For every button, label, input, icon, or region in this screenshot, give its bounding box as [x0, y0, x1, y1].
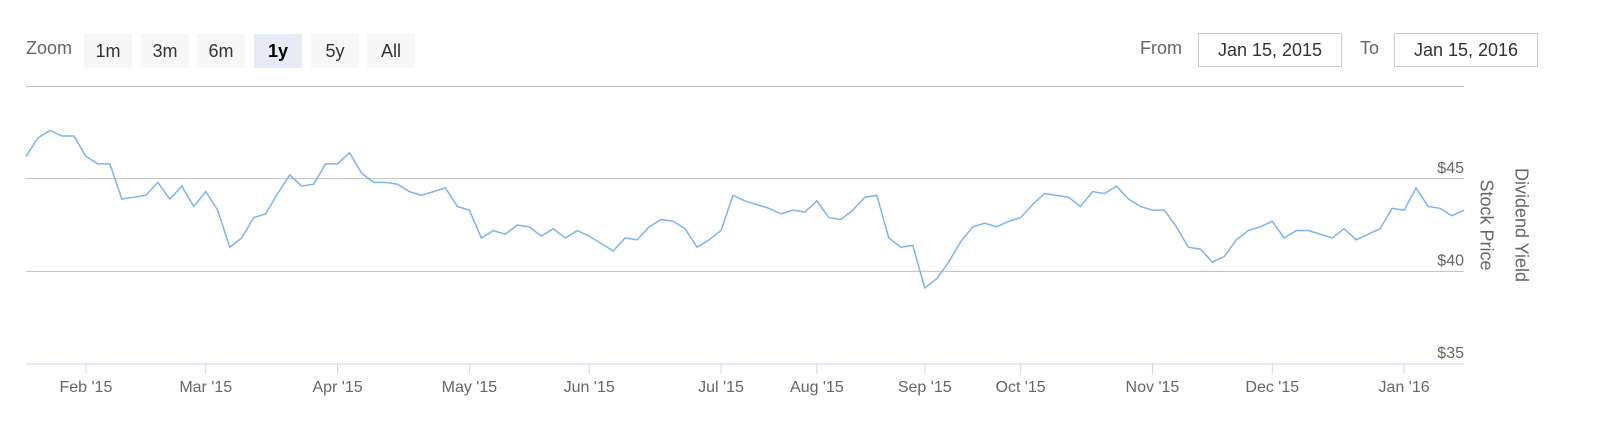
- x-tick-label: Mar '15: [179, 379, 232, 396]
- x-tick-label: Dec '15: [1245, 379, 1299, 396]
- from-input[interactable]: Jan 15, 2015: [1198, 33, 1342, 67]
- zoom-button[interactable]: 1m: [84, 34, 132, 68]
- x-tick-label: Jun '15: [564, 379, 615, 396]
- zoom-button[interactable]: 3m: [141, 34, 189, 68]
- y-axis-title: Dividend Yield: [1511, 168, 1531, 282]
- y-tick-label: $35: [1437, 345, 1464, 362]
- line-series: [25, 129, 1465, 290]
- x-tick-label: Oct '15: [996, 379, 1046, 396]
- x-tick-label: Jan '16: [1379, 379, 1430, 396]
- zoom-button[interactable]: All: [367, 34, 415, 68]
- y-tick-label: $45: [1437, 160, 1464, 177]
- zoom-button[interactable]: 1y: [254, 34, 302, 68]
- to-input[interactable]: Jan 15, 2016: [1394, 33, 1538, 67]
- y-tick-label: $40: [1437, 253, 1464, 270]
- x-tick-label: Feb '15: [59, 379, 112, 396]
- x-tick-label: Aug '15: [790, 379, 844, 396]
- x-tick-label: May '15: [442, 379, 498, 396]
- x-tick-label: Nov '15: [1126, 379, 1180, 396]
- x-tick-label: Jul '15: [698, 379, 744, 396]
- from-label: From: [1140, 38, 1182, 58]
- x-tick-label: Apr '15: [312, 379, 362, 396]
- zoom-label: Zoom: [26, 38, 73, 58]
- to-label: To: [1360, 38, 1380, 58]
- zoom-button[interactable]: 5y: [311, 34, 359, 68]
- x-tick-label: Sep '15: [898, 379, 952, 396]
- zoom-button[interactable]: 6m: [197, 34, 245, 68]
- y-axis-title: Stock Price: [1476, 179, 1496, 270]
